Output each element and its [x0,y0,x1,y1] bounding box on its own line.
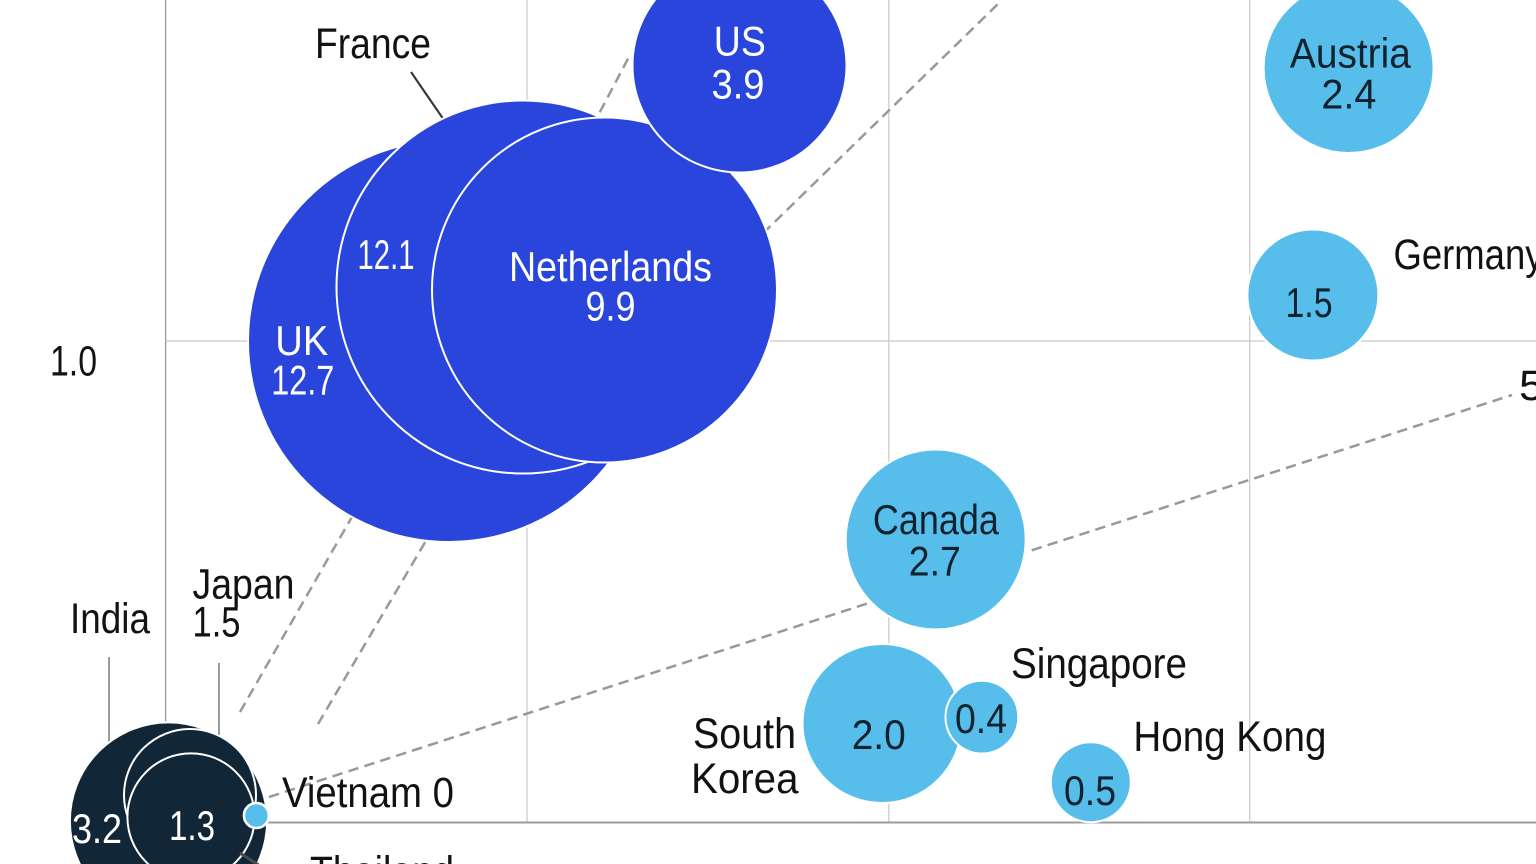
svg-text:0.5: 0.5 [1064,767,1116,814]
svg-text:5: 5 [1519,362,1536,410]
svg-text:UK: UK [275,317,328,364]
svg-text:Austria: Austria [1290,30,1412,77]
svg-text:1.3: 1.3 [169,802,215,849]
svg-text:Korea: Korea [691,755,799,803]
svg-text:Singapore: Singapore [1011,640,1187,688]
svg-text:9.9: 9.9 [586,283,636,330]
svg-text:Netherlands: Netherlands [509,243,712,290]
svg-text:2.7: 2.7 [909,538,961,585]
svg-text:12.7: 12.7 [271,357,334,404]
svg-text:2.0: 2.0 [852,711,906,758]
svg-text:Vietnam 0: Vietnam 0 [282,769,454,817]
svg-text:12.1: 12.1 [358,231,415,278]
svg-text:Thailand: Thailand [310,848,454,864]
svg-text:2.4: 2.4 [1321,70,1376,117]
svg-text:Germany: Germany [1394,231,1536,279]
svg-text:0.4: 0.4 [955,695,1007,742]
svg-text:1.5: 1.5 [1286,279,1333,326]
svg-text:France: France [315,20,431,68]
svg-text:US: US [714,18,766,65]
svg-text:Hong Kong: Hong Kong [1133,713,1326,761]
svg-text:1.5: 1.5 [193,599,241,647]
svg-text:3.9: 3.9 [712,60,765,107]
svg-text:3.2: 3.2 [72,805,122,852]
svg-text:Japan: Japan [193,561,295,609]
svg-text:Canada: Canada [873,496,1000,543]
svg-text:India: India [70,595,150,643]
svg-text:1.0: 1.0 [50,338,97,386]
svg-text:South: South [693,710,796,758]
